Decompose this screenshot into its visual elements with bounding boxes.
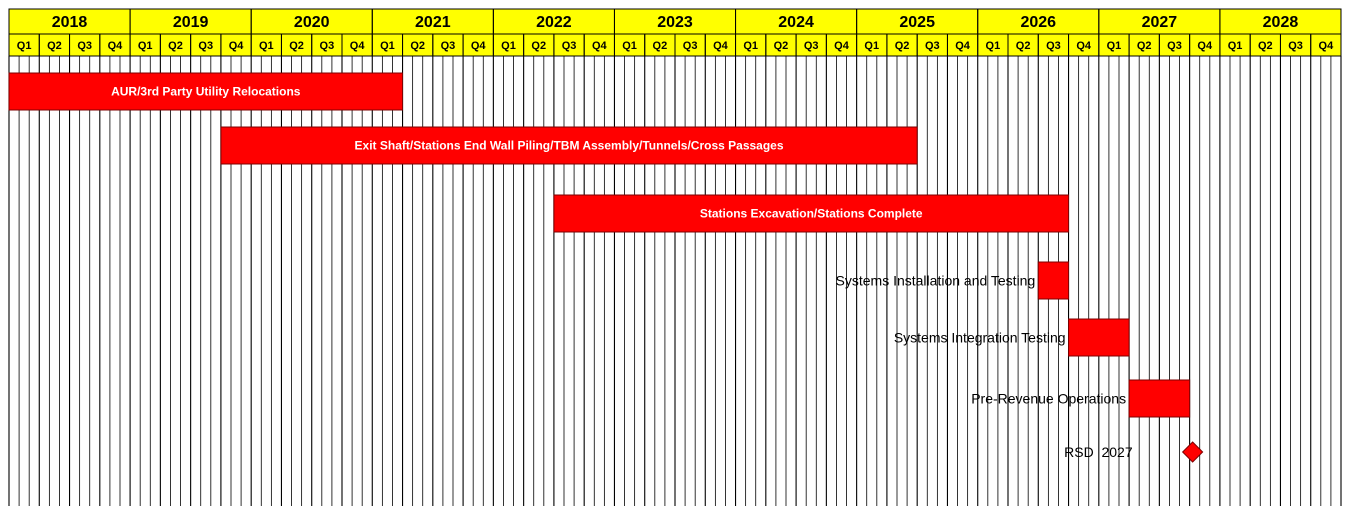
timeline-header: 2018 2019 2020 2021 2022 2023 2024 2025 2026 2027… [8,8,1342,57]
year-label-2019: 2019 [173,14,209,31]
task-label-0: AUR/3rd Party Utility Relocations [111,85,301,99]
task-label-1: Exit Shaft/Stations End Wall Piling/TBM … [355,139,784,153]
quarter-label: Q1 [1107,40,1122,52]
quarter-label: Q4 [229,40,245,52]
quarter-label: Q3 [683,40,698,52]
year-label-2020: 2020 [294,14,330,31]
task-bars: AUR/3rd Party Utility Relocations Exit Sh… [8,72,1191,418]
year-label-2027: 2027 [1142,14,1178,31]
quarter-label: Q2 [289,40,304,52]
quarter-label: Q2 [653,40,668,52]
quarter-label: Q3 [1046,40,1061,52]
quarter-label: Q4 [350,40,366,52]
task-label-4: Systems Integration Testing [894,330,1066,346]
task-bar-5 [1128,379,1191,418]
quarter-label: Q4 [592,40,608,52]
quarter-label: Q3 [1288,40,1303,52]
quarter-cell-2028-Q4 [1310,33,1342,57]
task-bar-3 [1037,261,1070,300]
quarter-label: Q2 [168,40,183,52]
task-label-5: Pre-Revenue Operations [971,391,1126,407]
quarter-label: Q2 [47,40,62,52]
quarter-label: Q3 [320,40,335,52]
quarter-label: Q3 [77,40,92,52]
quarter-label: Q4 [834,40,850,52]
year-label-2025: 2025 [899,14,935,31]
year-label-2022: 2022 [536,14,572,31]
task-label-3: Systems Installation and Testing [836,273,1036,289]
quarter-label: Q1 [380,40,395,52]
milestones: RSD 2027 [1064,441,1204,463]
quarter-label: Q3 [804,40,819,52]
quarter-label: Q2 [1016,40,1031,52]
quarter-label: Q4 [955,40,971,52]
quarter-label: Q2 [531,40,546,52]
quarter-label: Q2 [774,40,789,52]
task-label-2: Stations Excavation/Stations Complete [700,207,923,221]
task-bar-1 [220,126,918,165]
quarter-label: Q3 [562,40,577,52]
quarter-label: Q1 [138,40,153,52]
quarter-label: Q3 [925,40,940,52]
year-label-2018: 2018 [52,14,88,31]
quarter-label: Q4 [713,40,729,52]
quarter-label: Q4 [108,40,124,52]
task-bar-4 [1068,318,1130,357]
quarter-label: Q4 [471,40,487,52]
quarter-label: Q3 [198,40,213,52]
quarter-label: Q3 [1167,40,1182,52]
milestone-label-0: RSD 2027 [1064,444,1133,460]
year-label-2023: 2023 [657,14,693,31]
quarter-label: Q4 [1197,40,1213,52]
year-label-2028: 2028 [1263,14,1299,31]
year-label-2024: 2024 [778,14,814,31]
quarter-label: Q3 [441,40,456,52]
quarter-label: Q4 [1319,40,1335,52]
quarter-gridlines [8,56,1342,506]
year-label-2021: 2021 [415,14,451,31]
milestone-diamond-0 [1181,441,1204,463]
quarter-label: Q1 [622,40,637,52]
task-bar-0 [8,72,404,111]
quarter-label: Q1 [743,40,758,52]
quarter-label: Q1 [501,40,516,52]
quarter-label: Q2 [1258,40,1273,52]
year-label-2026: 2026 [1020,14,1056,31]
quarter-label: Q4 [1076,40,1092,52]
quarter-label: Q2 [410,40,425,52]
quarter-label: Q2 [895,40,910,52]
quarter-label: Q1 [17,40,32,52]
quarter-label: Q1 [864,40,879,52]
quarter-label: Q2 [1137,40,1152,52]
task-bar-2 [553,194,1070,233]
quarter-label: Q1 [259,40,274,52]
quarter-label: Q1 [1228,40,1243,52]
quarter-label: Q1 [986,40,1001,52]
